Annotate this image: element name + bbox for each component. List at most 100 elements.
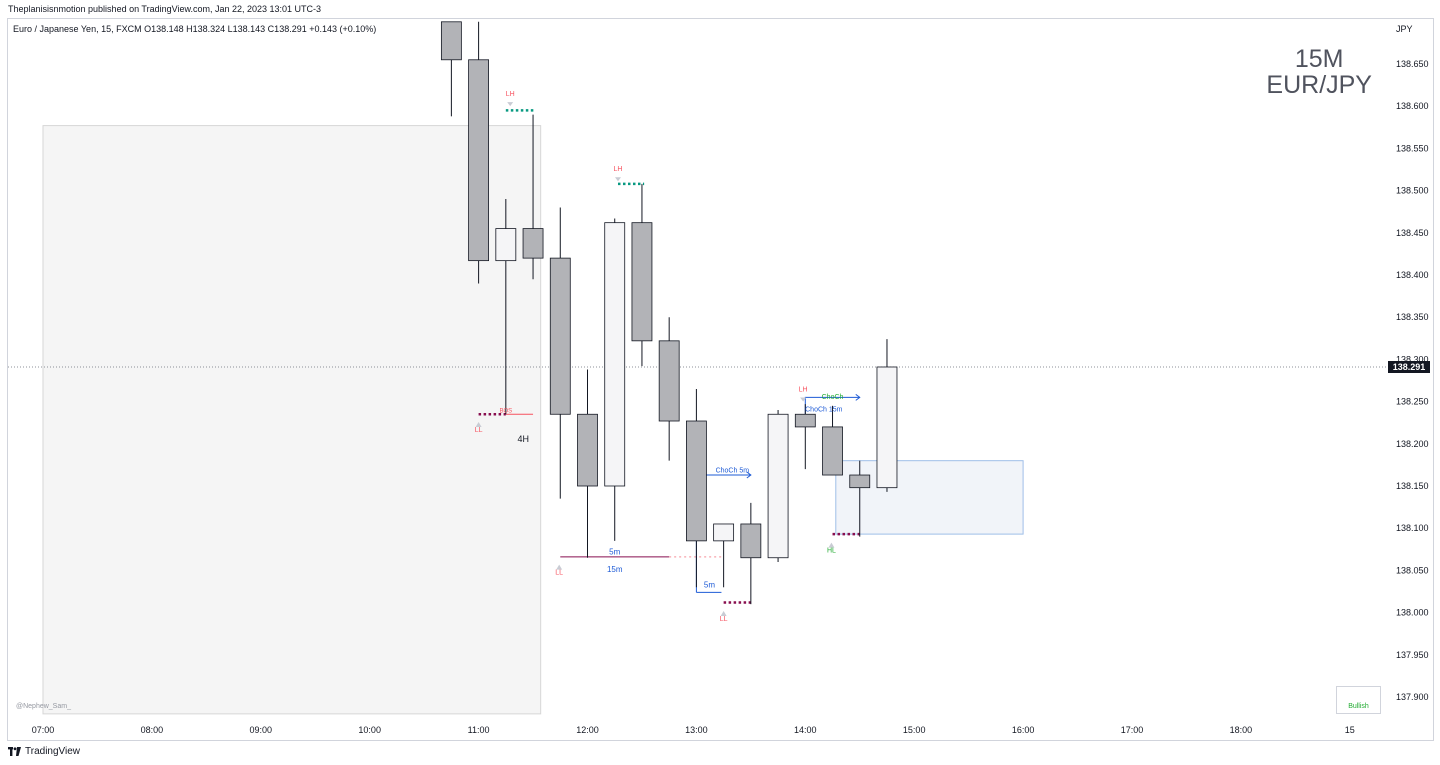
candle (876, 339, 898, 492)
chart-annotation: BOS (499, 409, 512, 415)
candle (440, 21, 462, 117)
candle (794, 404, 816, 470)
swing-label: LH (614, 166, 623, 173)
candle (822, 405, 843, 476)
symbol-legend[interactable]: Euro / Japanese Yen, 15, FXCM O138.148 H… (13, 24, 377, 34)
swing-marker (828, 542, 835, 548)
candle-body (794, 413, 816, 428)
chart-frame (7, 18, 1434, 741)
time-tick-label: 17:00 (1121, 725, 1144, 735)
chart-annotation: ChoCh (822, 394, 844, 401)
time-tick-label: 13:00 (685, 725, 708, 735)
candle-body (686, 420, 707, 542)
candle (631, 183, 653, 367)
price-tick-label: 138.650 (1396, 59, 1429, 69)
candle-body (604, 222, 626, 487)
swing-marker (614, 177, 621, 182)
candle-body (767, 413, 789, 559)
time-tick-label: 15 (1345, 725, 1355, 735)
current-price-value: 138.291 (1393, 362, 1426, 372)
swing-marker (556, 564, 563, 570)
swing-marker (800, 397, 807, 402)
candle-body (495, 228, 517, 262)
candle (849, 460, 871, 537)
price-tick-label: 138.350 (1396, 312, 1429, 322)
watermark-symbol: EUR/JPY (1266, 71, 1372, 99)
time-tick-label: 09:00 (250, 725, 273, 735)
price-tick-label: 138.000 (1396, 608, 1429, 618)
price-tick-label: 138.600 (1396, 101, 1429, 111)
swing-label: HL (827, 548, 836, 555)
current-price-tag (1388, 360, 1430, 373)
swing-marker (475, 421, 482, 427)
candle-body (713, 523, 735, 542)
price-tick-label: 138.300 (1396, 354, 1429, 364)
bias-label: Bullish (1348, 703, 1369, 710)
time-tick-label: 18:00 (1230, 725, 1253, 735)
swing-marker (720, 611, 727, 617)
publisher-line: Theplanisisnmotion published on TradingV… (8, 4, 322, 14)
swing-label: LL (555, 570, 563, 577)
footer-brand-label: TradingView (25, 746, 81, 757)
time-tick-label: 12:00 (576, 725, 599, 735)
candle-body (549, 257, 571, 415)
candle (549, 207, 571, 499)
candle (740, 502, 762, 605)
candle (522, 114, 544, 280)
chart-annotation: 5m (704, 580, 715, 589)
price-tick-label: 138.200 (1396, 439, 1429, 449)
time-tick-label: 15:00 (903, 725, 926, 735)
chart-annotation: 5m (609, 547, 620, 556)
fair-value-gap-zone (835, 460, 1024, 535)
chart-watermark: 15M EUR/JPY (1266, 46, 1372, 98)
swing-label: LL (720, 616, 728, 623)
price-tick-label: 138.400 (1396, 270, 1429, 280)
candle (468, 21, 490, 284)
swing-label: LL (475, 427, 483, 434)
candle (767, 410, 789, 562)
price-tick-label: 138.450 (1396, 228, 1429, 238)
candle-body (849, 474, 871, 489)
swing-label: LH (506, 91, 515, 98)
plot-area: LH LH LH LL LL LL HL 4H 5m 15m 5m ChoCh 5m ChoCh ChoC… (8, 21, 1386, 715)
bias-panel: Bullish (1336, 686, 1381, 714)
price-tick-label: 138.050 (1396, 565, 1429, 575)
chart-annotation: 4H (517, 434, 529, 444)
choch-arrowhead (746, 471, 752, 479)
author-signature: @Nephew_Sam_ (16, 703, 71, 710)
candle-body (740, 523, 762, 559)
time-tick-label: 07:00 (32, 725, 55, 735)
price-tick-label: 138.500 (1396, 186, 1429, 196)
watermark-timeframe: 15M (1294, 45, 1344, 73)
candle (713, 523, 735, 588)
tradingview-logo-icon (8, 747, 21, 756)
chart-annotation: ChoCh 5m (716, 467, 750, 474)
choch-arrowhead (855, 393, 861, 401)
price-tick-label: 137.950 (1396, 650, 1429, 660)
candle-body (822, 426, 843, 476)
footer-branding[interactable]: TradingView (8, 746, 80, 757)
price-tick-label: 138.150 (1396, 481, 1429, 491)
price-tick-label: 137.900 (1396, 692, 1429, 702)
chart-annotation: 15m (607, 565, 623, 574)
candle-body (522, 228, 544, 259)
candle (658, 317, 680, 461)
time-tick-label: 11:00 (468, 725, 490, 735)
htf-4h-zone (42, 125, 542, 715)
swing-label: LH (799, 386, 808, 393)
candle (495, 199, 517, 415)
candle-body (577, 413, 598, 487)
time-tick-label: 08:00 (141, 725, 164, 735)
candle-body (876, 366, 898, 489)
candle (604, 218, 626, 541)
price-tick-label: 138.250 (1396, 397, 1429, 407)
swing-marker (507, 102, 514, 107)
price-tick-label: 138.100 (1396, 523, 1429, 533)
candle (577, 369, 598, 558)
price-tick-label: 138.550 (1396, 143, 1429, 153)
currency-label: JPY (1396, 24, 1413, 34)
candle-body (440, 21, 462, 61)
time-tick-label: 14:00 (794, 725, 817, 735)
candle (686, 388, 707, 588)
